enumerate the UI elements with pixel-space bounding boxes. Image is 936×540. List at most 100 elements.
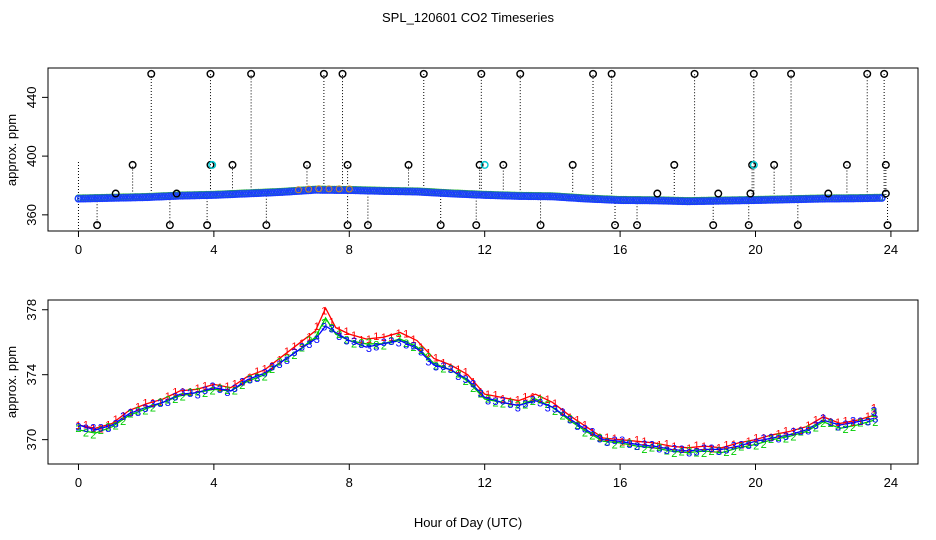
series-marker-3: 3	[589, 427, 595, 439]
mid-outlier-marker	[746, 189, 755, 198]
series-marker-1: 1	[448, 362, 454, 374]
top-y-axis: 360 400 440	[24, 87, 48, 226]
series-marker-1: 1	[373, 331, 379, 343]
series-marker-2: 2	[209, 385, 215, 397]
series-marker-3: 3	[135, 407, 141, 419]
series-marker-2: 2	[694, 447, 700, 459]
series-marker-1: 1	[768, 432, 774, 444]
series-marker-1: 1	[90, 423, 96, 435]
series-marker-2: 2	[105, 422, 111, 434]
series-marker-2: 2	[306, 335, 312, 347]
series-marker-3: 3	[597, 433, 603, 445]
series-marker-1: 1	[813, 414, 819, 426]
series-marker-1: 1	[612, 433, 618, 445]
cyan-outlier-marker	[749, 160, 758, 169]
series-marker-1: 1	[582, 419, 588, 431]
series-marker-1: 1	[344, 326, 350, 338]
high-outlier-marker	[475, 160, 484, 169]
high-outlier-marker	[842, 160, 851, 169]
series-marker-1: 1	[224, 381, 230, 393]
series-marker-3: 3	[202, 385, 208, 397]
series-marker-2: 2	[708, 446, 714, 458]
series-marker-3: 3	[507, 399, 513, 411]
series-marker-2: 2	[396, 333, 402, 345]
series-marker-2: 2	[634, 441, 640, 453]
series-marker-1: 1	[150, 398, 156, 410]
series-marker-3: 3	[619, 435, 625, 447]
series-marker-3: 3	[336, 331, 342, 343]
series-marker-3: 3	[388, 336, 394, 348]
series-marker-3: 3	[515, 402, 521, 414]
min-outlier-marker	[611, 221, 620, 230]
series-marker-3: 3	[679, 444, 685, 456]
series-marker-1: 1	[142, 397, 148, 409]
baseline-marker	[877, 194, 886, 202]
series-marker-1: 1	[746, 436, 752, 448]
top-x-axis: 0 4 8 12 16 20 24	[75, 231, 898, 257]
series-marker-3: 3	[209, 381, 215, 393]
series-marker-2: 2	[113, 421, 119, 433]
series-marker-2: 2	[172, 394, 178, 406]
high-outlier-marker	[404, 160, 413, 169]
series-marker-3: 3	[411, 340, 417, 352]
series-marker-3: 3	[120, 411, 126, 423]
mid-outlier-marker	[714, 189, 723, 198]
series-marker-1: 1	[314, 321, 320, 333]
series-marker-2: 2	[344, 335, 350, 347]
series-marker-1: 1	[545, 394, 551, 406]
x-tick-label: 4	[210, 475, 217, 490]
x-tick-label: 20	[748, 242, 762, 257]
series-marker-3: 3	[90, 423, 96, 435]
max-outlier-marker	[589, 69, 598, 78]
series-marker-2: 2	[507, 397, 513, 409]
series-marker-1: 1	[120, 411, 126, 423]
series-marker-3: 3	[358, 339, 364, 351]
series-line-2	[78, 316, 875, 454]
series-marker-3: 3	[262, 367, 268, 379]
x-tick-label: 8	[346, 475, 353, 490]
series-marker-2: 2	[664, 446, 670, 458]
series-marker-3: 3	[455, 371, 461, 383]
series-marker-1: 1	[522, 391, 528, 403]
max-outlier-marker	[319, 69, 328, 78]
high-outlier-marker	[568, 160, 577, 169]
series-marker-2: 2	[746, 439, 752, 451]
series-marker-3: 3	[604, 437, 610, 449]
series-marker-2: 2	[641, 444, 647, 456]
series-marker-1: 1	[98, 424, 104, 436]
series-marker-3: 3	[217, 384, 223, 396]
series-marker-3: 3	[500, 396, 506, 408]
bottom-x-axis: 0 4 8 12 16 20 24	[75, 464, 898, 490]
series-marker-1: 1	[820, 413, 826, 425]
series-marker-3: 3	[351, 336, 357, 348]
series-marker-3: 3	[716, 446, 722, 458]
series-marker-2: 2	[649, 442, 655, 454]
series-marker-1: 1	[336, 325, 342, 337]
series-marker-1: 1	[507, 396, 513, 408]
series-marker-2: 2	[195, 387, 201, 399]
series-marker-3: 3	[83, 423, 89, 435]
series-marker-3: 3	[664, 445, 670, 457]
series-marker-2: 2	[545, 399, 551, 411]
x-tick-label: 4	[210, 242, 217, 257]
mid-outlier-marker	[111, 189, 120, 198]
series-marker-1: 1	[329, 317, 335, 329]
y-tick-label: 400	[24, 145, 39, 167]
series-marker-1: 1	[828, 417, 834, 429]
max-outlier-marker	[880, 69, 889, 78]
series-marker-3: 3	[165, 397, 171, 409]
x-tick-label: 24	[884, 242, 898, 257]
series-marker-1: 1	[559, 406, 565, 418]
max-outlier-marker	[419, 69, 428, 78]
series-marker-2: 2	[783, 433, 789, 445]
min-outlier-marker	[472, 221, 481, 230]
min-outlier-marker	[203, 221, 212, 230]
series-marker-1: 1	[157, 397, 163, 409]
series-marker-3: 3	[775, 434, 781, 446]
series-marker-3: 3	[366, 343, 372, 355]
series-marker-2: 2	[872, 417, 878, 429]
series-marker-3: 3	[291, 347, 297, 359]
x-tick-label: 0	[75, 475, 82, 490]
series-marker-1: 1	[708, 444, 714, 456]
